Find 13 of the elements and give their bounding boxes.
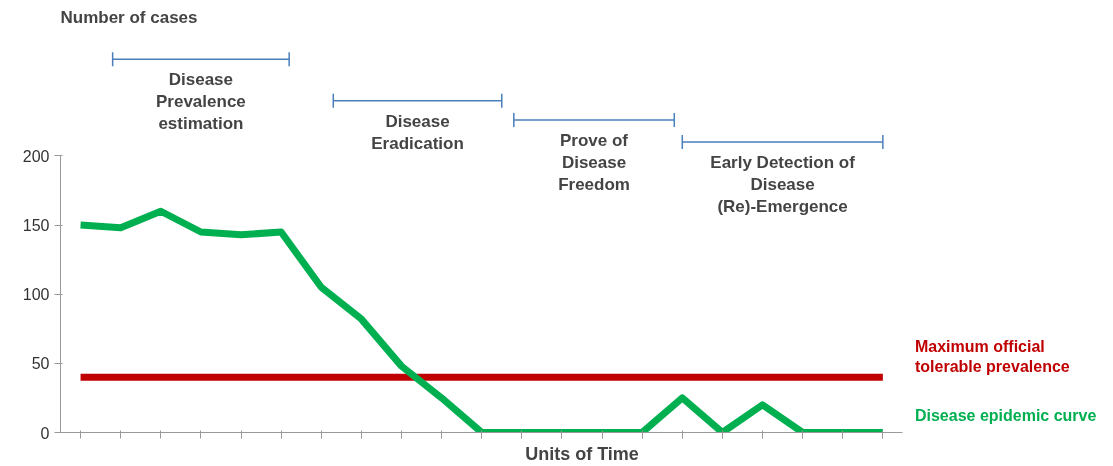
y-tick-label: 0 — [40, 424, 50, 442]
chart-title: Number of cases — [60, 7, 198, 27]
text: Maximum official tolerable prevalence — [914, 337, 1070, 376]
annotation: Early Detection of Disease (Re)-Emergence — [710, 153, 856, 216]
y-tick-label: 200 — [22, 147, 50, 165]
x-axis-title: Units of Time — [525, 443, 639, 464]
text: Disease Prevalence estimation — [156, 70, 246, 133]
y-tick-label: 150 — [22, 217, 50, 235]
text: Disease epidemic curve — [914, 407, 1097, 425]
y-tick-label: 50 — [31, 355, 50, 373]
annotation: Prove of Disease Freedom — [558, 131, 630, 194]
y-tick-label: 100 — [22, 286, 50, 304]
text: Disease Eradication — [371, 111, 464, 153]
